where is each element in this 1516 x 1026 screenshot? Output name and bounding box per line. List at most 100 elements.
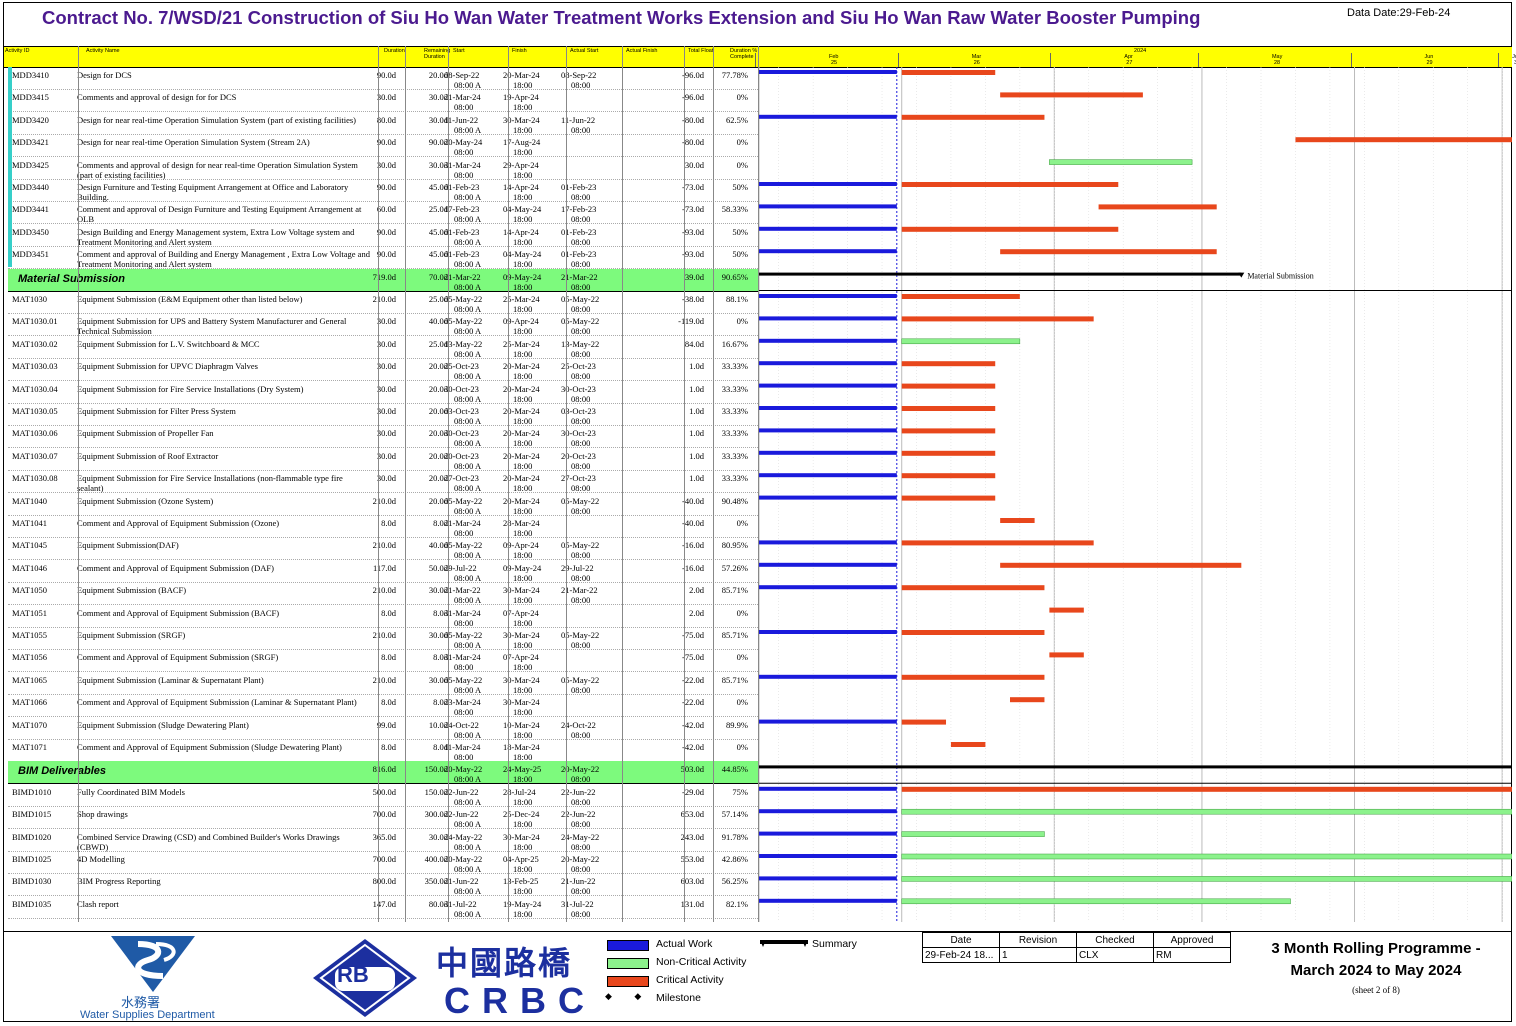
table-row[interactable]: MAT1056 Comment and Approval of Equipment… bbox=[8, 649, 758, 673]
cell-total-float: 2.0d bbox=[689, 607, 704, 618]
cell-finish: 09-May-24 18:00 bbox=[503, 272, 561, 292]
cell-actual-start-date: 13-May-22 bbox=[561, 338, 600, 349]
table-row[interactable]: MAT1030.03 Equipment Submission for UPVC … bbox=[8, 358, 758, 382]
cell-finish-date: 07-Apr-24 bbox=[503, 652, 539, 663]
cell-pct-complete: 0% bbox=[736, 316, 748, 327]
cell-finish: 20-Mar-24 18:00 bbox=[503, 70, 561, 90]
cell-finish-time: 18:00 bbox=[513, 752, 533, 762]
wbs-band-row[interactable]: 719.0d 70.0d 21-Mar-22 08:00 A 09-May-24 18:0… bbox=[8, 268, 758, 292]
cell-finish-date: 29-Apr-24 bbox=[503, 159, 539, 170]
cell-actual-start-date: 05-May-22 bbox=[561, 316, 600, 327]
table-row[interactable]: MAT1045 Equipment Submission(DAF) 210.0d 40… bbox=[8, 537, 758, 561]
table-row[interactable]: MAT1030.04 Equipment Submission for Fire … bbox=[8, 381, 758, 404]
cell-finish-time: 18:00 bbox=[513, 348, 533, 359]
cell-total-float: 1.0d bbox=[689, 473, 704, 484]
table-row[interactable]: MDD3410 Design for DCS 90.0d 20.0d 08-Sep-22… bbox=[8, 67, 758, 90]
cell-start: 21-Mar-24 08:00 bbox=[444, 518, 506, 538]
cell-start-date: 31-Mar-24 bbox=[444, 652, 481, 663]
cell-finish: 29-Apr-24 18:00 bbox=[503, 160, 561, 180]
table-row[interactable]: BIMD1020 Combined Service Drawing (CSD) a… bbox=[8, 829, 758, 852]
cell-start-time: 08:00 A bbox=[454, 774, 482, 785]
cell-remaining: 80.0d bbox=[428, 898, 448, 909]
table-row[interactable]: MAT1070 Equipment Submission (Sludge Dewa… bbox=[8, 717, 758, 740]
cell-start-date: 24-Oct-22 bbox=[444, 719, 479, 730]
table-row[interactable]: MAT1066 Comment and Approval of Equipment… bbox=[8, 694, 758, 718]
table-row[interactable]: MAT1030.07 Equipment Submission of Roof E… bbox=[8, 448, 758, 471]
noncritical-bar bbox=[901, 876, 1512, 882]
cell-remaining: 300.0d bbox=[424, 809, 448, 820]
table-row[interactable]: MDD3441 Comment and approval of Design Fu… bbox=[8, 201, 758, 225]
wbs-band-row[interactable]: 816.0d 150.0d 20-May-22 08:00 A 24-May-25 18:… bbox=[8, 761, 758, 785]
cell-activity-id: MAT1050 bbox=[12, 585, 47, 596]
cell-finish-time: 18:00 bbox=[513, 393, 533, 404]
cell-finish-date: 19-Apr-24 bbox=[503, 92, 539, 103]
cell-activity-name: Equipment Submission for UPVC Diaphragm … bbox=[77, 361, 258, 372]
approval-checked-header: Checked bbox=[1076, 932, 1154, 948]
table-row[interactable]: MDD3450 Design Building and Energy Manage… bbox=[8, 224, 758, 247]
table-row[interactable]: MAT1030.01 Equipment Submission for UPS a… bbox=[8, 313, 758, 337]
cell-actual-start: 11-Jun-22 08:00 bbox=[561, 115, 619, 135]
cell-start: 01-Feb-23 08:00 A bbox=[444, 227, 506, 247]
cell-actual-start-time: 08:00 bbox=[571, 371, 591, 382]
noncritical-bar bbox=[1049, 159, 1193, 165]
table-row[interactable]: MDD3451 Comment and approval of Building … bbox=[8, 246, 758, 270]
cell-activity-name: Comment and Approval of Equipment Submis… bbox=[77, 562, 274, 573]
critical-bar bbox=[901, 495, 996, 501]
table-row[interactable]: MAT1030.02 Equipment Submission for L.V. … bbox=[8, 336, 758, 359]
cell-actual-start-time: 08:00 bbox=[571, 595, 591, 606]
actual-bar bbox=[759, 585, 897, 590]
table-row[interactable]: MAT1051 Comment and Approval of Equipment… bbox=[8, 605, 758, 628]
cell-activity-id: MAT1066 bbox=[12, 697, 47, 708]
cell-total-float: 1.0d bbox=[689, 406, 704, 416]
table-row[interactable]: MAT1050 Equipment Submission (BACF) 210.0d… bbox=[8, 582, 758, 606]
cell-actual-start: 21-Jun-22 08:00 bbox=[561, 876, 619, 896]
table-row[interactable]: BIMD1035 Clash report 147.0d 80.0d 31-Jul-22… bbox=[8, 896, 758, 919]
table-row[interactable]: MAT1030.06 Equipment Submission of Propel… bbox=[8, 425, 758, 449]
table-row[interactable]: BIMD1010 Fully Coordinated BIM Models 500.… bbox=[8, 784, 758, 807]
table-row[interactable]: MAT1055 Equipment Submission (SRGF) 210.0d… bbox=[8, 627, 758, 650]
table-row[interactable]: MDD3440 Design Furniture and Testing Equi… bbox=[8, 179, 758, 202]
cell-finish-time: 18:00 bbox=[513, 483, 533, 494]
table-row[interactable]: BIMD1030 BIM Progress Reporting 800.0d 350.… bbox=[8, 873, 758, 897]
table-row[interactable]: MAT1030.08 Equipment Submission for Fire … bbox=[8, 470, 758, 494]
cell-actual-start-time: 08:00 bbox=[571, 640, 591, 650]
cell-pct-complete: 33.33% bbox=[721, 450, 748, 461]
cell-finish-time: 18:00 bbox=[513, 684, 533, 695]
cell-actual-start-time: 08:00 bbox=[571, 259, 591, 270]
table-row[interactable]: BIMD1025 4D Modelling 700.0d 400.0d 20-May-2… bbox=[8, 851, 758, 874]
cell-start-time: 08:00 A bbox=[454, 864, 482, 874]
cell-start-date: 20-May-24 bbox=[444, 137, 483, 148]
col-activity-name: Activity Name bbox=[86, 48, 120, 54]
cell-actual-start-time: 08:00 bbox=[571, 864, 591, 874]
cell-finish-date: 20-Mar-24 bbox=[503, 383, 540, 394]
table-row[interactable]: MAT1071 Comment and Approval of Equipment… bbox=[8, 739, 758, 762]
col-pct-complete: Duration % Complete bbox=[730, 48, 758, 60]
cell-total-float: -16.0d bbox=[682, 562, 704, 573]
cell-activity-id: MAT1051 bbox=[12, 607, 47, 618]
table-row[interactable]: MAT1046 Comment and Approval of Equipment… bbox=[8, 560, 758, 583]
cell-actual-start-time: 08:00 bbox=[571, 326, 591, 337]
table-row[interactable]: MDD3415 Comments and approval of design f… bbox=[8, 89, 758, 113]
cell-start-date: 30-Oct-23 bbox=[444, 383, 479, 394]
table-row[interactable]: MAT1041 Comment and Approval of Equipment… bbox=[8, 515, 758, 538]
table-row[interactable]: MDD3421 Design for near real-time Operati… bbox=[8, 134, 758, 158]
cell-activity-name: Equipment Submission of Propeller Fan bbox=[77, 428, 214, 439]
cell-total-float: -42.0d bbox=[682, 742, 704, 752]
table-row[interactable]: MDD3425 Comments and approval of design f… bbox=[8, 157, 758, 180]
cell-finish: 28-Jul-24 18:00 bbox=[503, 787, 561, 807]
table-row[interactable]: MAT1040 Equipment Submission (Ozone Syste… bbox=[8, 493, 758, 516]
cell-finish-date: 30-Mar-24 bbox=[503, 114, 540, 125]
rb-logo-text: RB bbox=[337, 962, 369, 987]
table-row[interactable]: MDD3420 Design for near real-time Operati… bbox=[8, 112, 758, 135]
cell-activity-name: Comment and approval of Design Furniture… bbox=[77, 204, 362, 225]
cell-remaining: 45.0d bbox=[428, 249, 448, 260]
cell-finish: 20-Mar-24 18:00 bbox=[503, 384, 561, 404]
cell-activity-id: BIMD1030 bbox=[12, 876, 52, 887]
table-row[interactable]: MAT1030 Equipment Submission (E&M Equipme… bbox=[8, 291, 758, 314]
cell-total-float: -93.0d bbox=[682, 226, 704, 237]
table-row[interactable]: MAT1030.05 Equipment Submission for Filte… bbox=[8, 403, 758, 426]
cell-pct-complete: 77.78% bbox=[721, 70, 748, 80]
critical-bar bbox=[1049, 652, 1084, 658]
table-row[interactable]: MAT1065 Equipment Submission (Laminar & S… bbox=[8, 672, 758, 695]
table-row[interactable]: BIMD1015 Shop drawings 700.0d 300.0d 22-Jun-… bbox=[8, 806, 758, 830]
